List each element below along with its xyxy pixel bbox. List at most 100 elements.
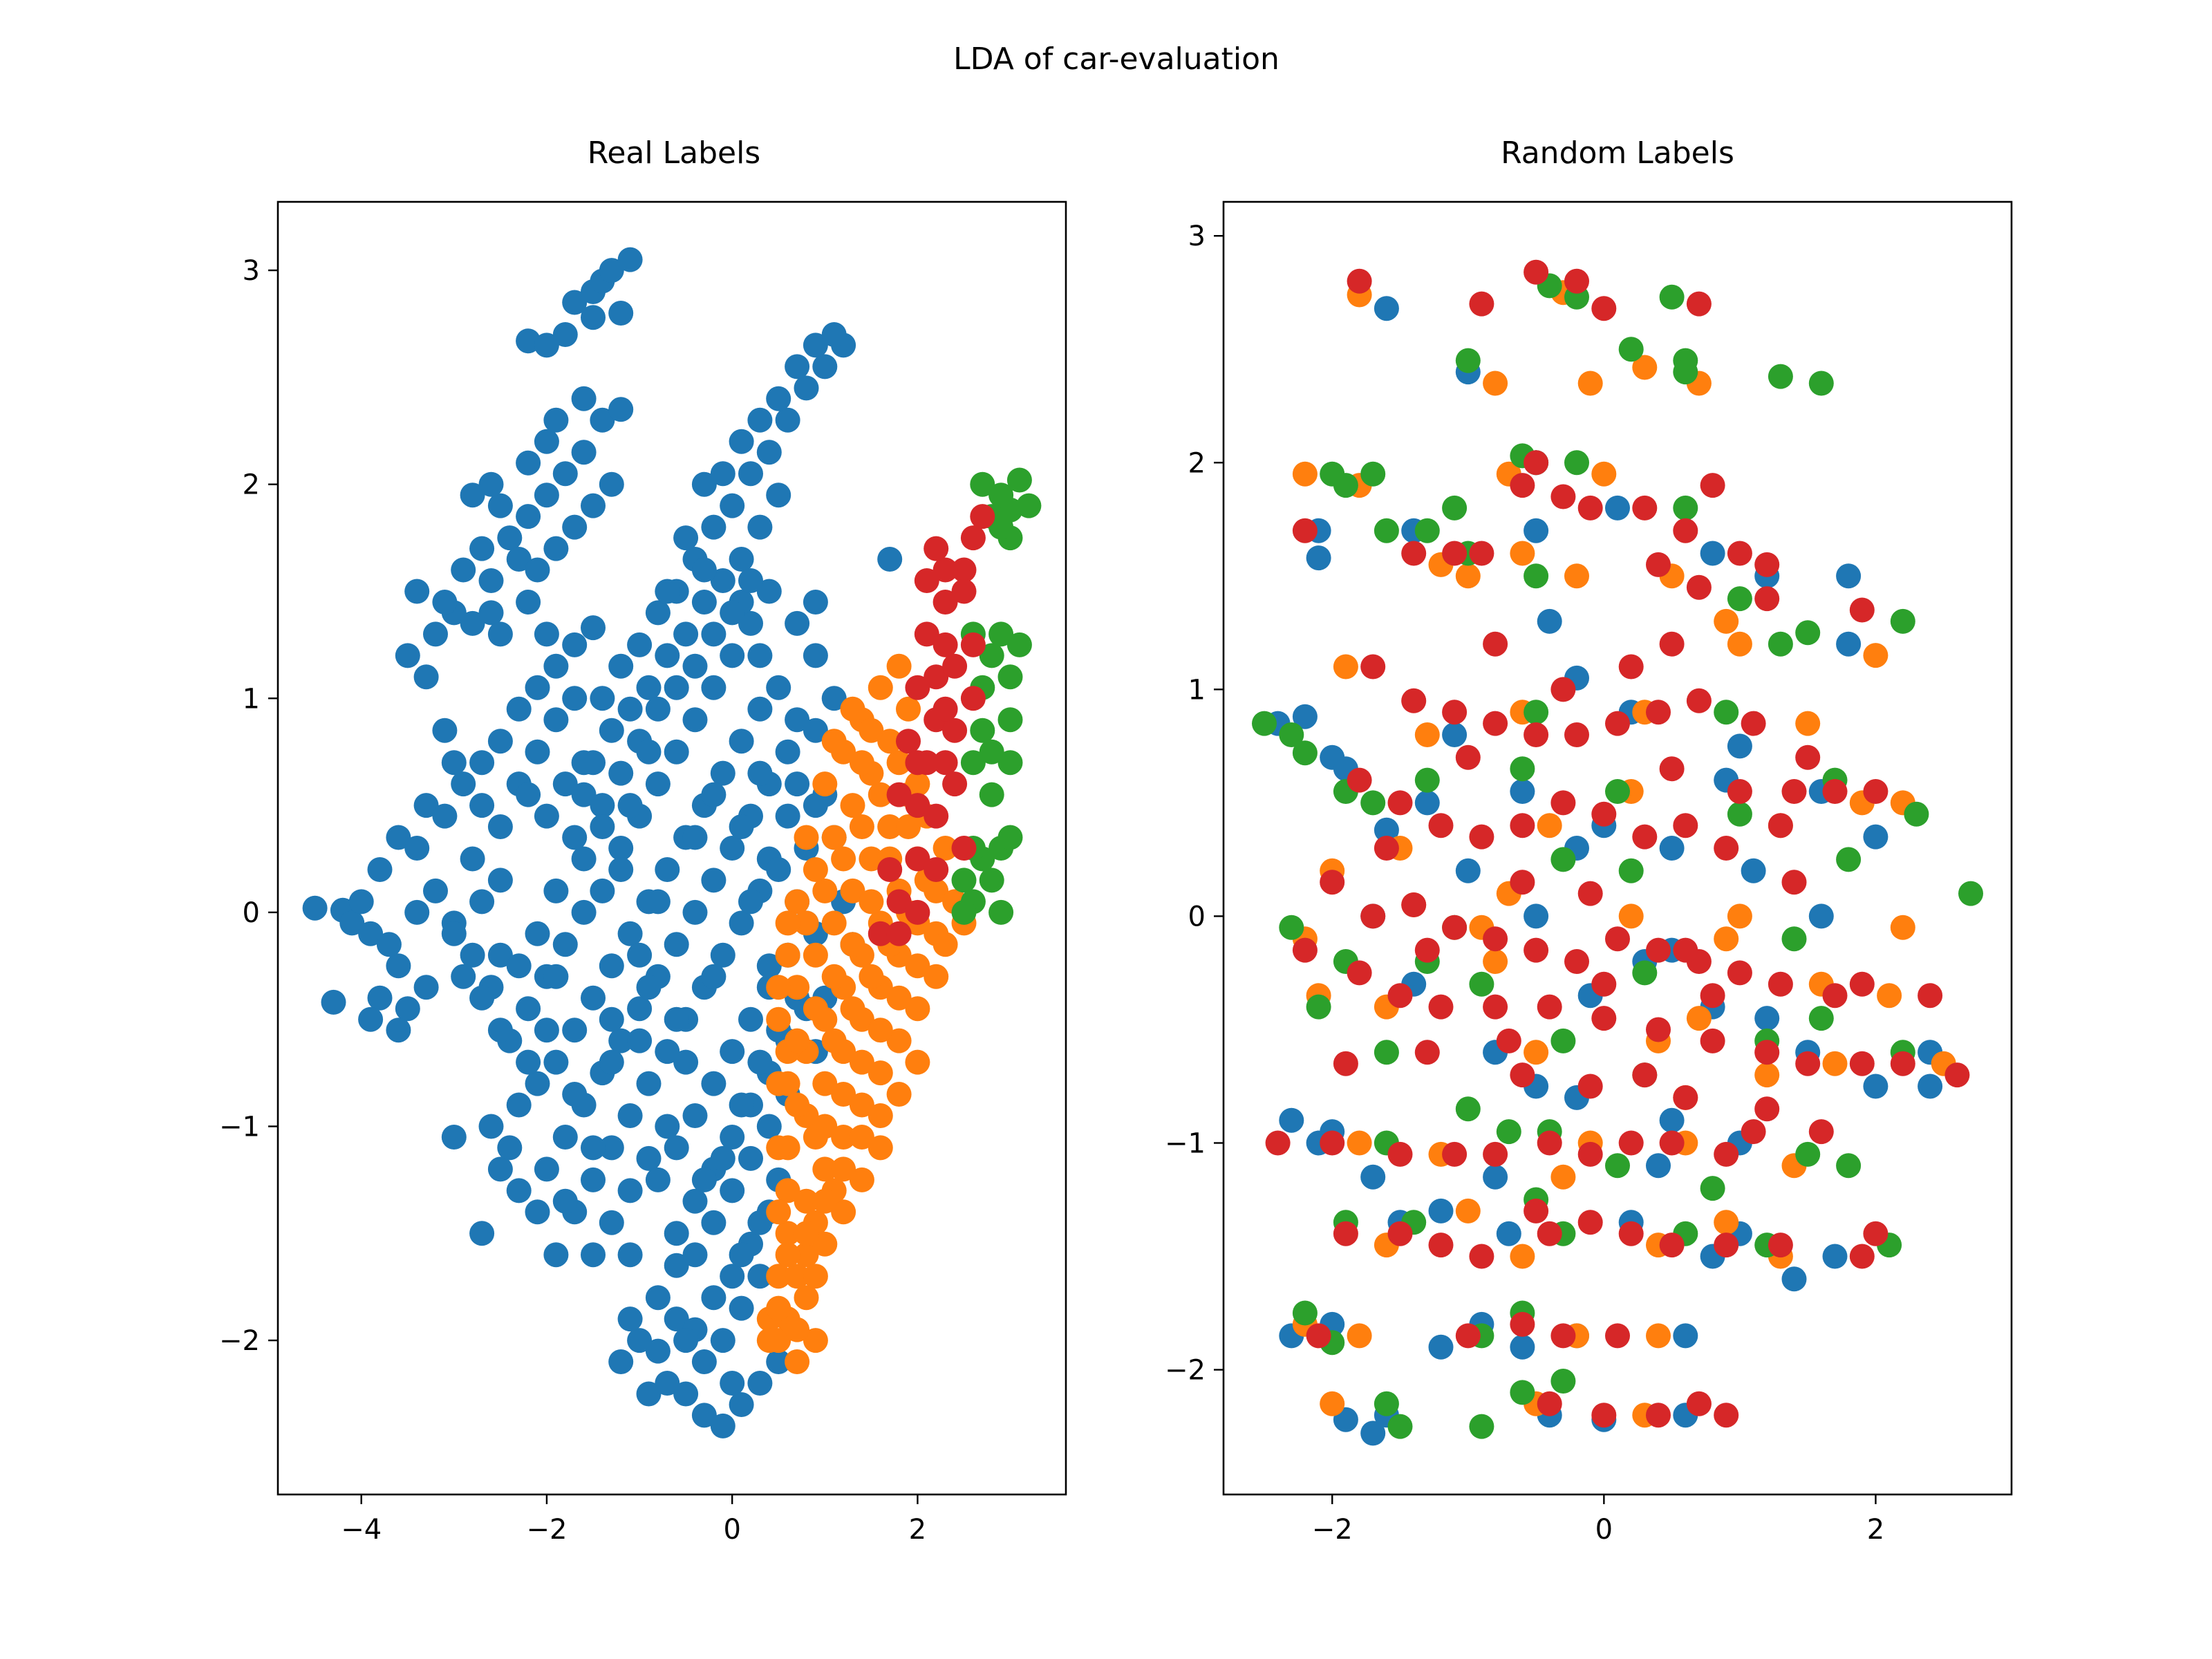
scatter-point: [849, 1092, 874, 1118]
scatter-point: [1849, 1051, 1875, 1076]
scatter-point: [701, 621, 727, 647]
scatter-point: [1428, 813, 1454, 838]
scatter-point: [617, 1103, 643, 1128]
scatter-point: [803, 332, 828, 358]
scatter-point: [1822, 779, 1848, 804]
scatter-point: [516, 996, 541, 1022]
scatter-point: [747, 1264, 773, 1289]
scatter-point: [1849, 597, 1875, 623]
scatter-point: [645, 889, 671, 915]
scatter-point: [1442, 722, 1468, 747]
scatter-point: [1564, 450, 1589, 476]
scatter-point: [302, 895, 328, 921]
scatter-point: [1483, 1141, 1508, 1167]
scatter-point: [1727, 541, 1752, 566]
scatter-point: [386, 953, 411, 979]
scatter-point: [673, 621, 699, 647]
scatter-point: [821, 322, 847, 347]
scatter-point: [562, 825, 588, 850]
scatter-point: [896, 696, 921, 722]
scatter-point: [543, 707, 569, 733]
scatter-point: [432, 590, 458, 615]
scatter-point: [970, 718, 995, 743]
scatter-point: [932, 632, 958, 657]
scatter-point: [951, 868, 977, 893]
scatter-point: [766, 386, 791, 411]
scatter-point: [655, 1039, 680, 1065]
scatter-point: [1550, 1369, 1576, 1394]
scatter-point: [905, 750, 930, 776]
scatter-point: [812, 878, 838, 903]
scatter-point: [997, 664, 1023, 690]
scatter-point: [1605, 1153, 1630, 1179]
scatter-point: [1387, 1414, 1413, 1439]
scatter-point: [997, 750, 1023, 776]
scatter-point: [1659, 756, 1685, 782]
scatter-point: [1673, 937, 1698, 963]
scatter-point: [1455, 1198, 1481, 1224]
scatter-point: [1659, 631, 1685, 657]
scatter-point: [1714, 926, 1739, 952]
scatter-point: [1360, 1164, 1386, 1190]
scatter-point: [1510, 1334, 1535, 1360]
scatter-point: [682, 707, 708, 733]
scatter-point: [1618, 337, 1644, 362]
scatter-point: [1714, 1232, 1739, 1258]
scatter-point: [1414, 790, 1440, 816]
scatter-point: [729, 1092, 754, 1118]
scatter-point: [1537, 1391, 1562, 1416]
scatter-point: [1510, 779, 1535, 804]
scatter-point: [932, 696, 958, 722]
scatter-point: [432, 803, 458, 829]
scatter-point: [701, 1285, 727, 1311]
scatter-point: [951, 899, 977, 925]
scatter-point: [664, 1221, 689, 1246]
scatter-point: [645, 771, 671, 797]
scatter-point: [581, 493, 606, 518]
scatter-point: [1808, 903, 1834, 929]
scatter-point: [831, 1082, 856, 1107]
scatter-point: [821, 729, 847, 754]
scatter-point: [886, 750, 912, 776]
x-tick-label: −2: [526, 1514, 567, 1546]
x-tick-label: 0: [1595, 1514, 1613, 1546]
scatter-point: [812, 354, 838, 379]
scatter-point: [1781, 926, 1807, 952]
scatter-point: [1673, 518, 1698, 543]
scatter-point: [812, 1231, 838, 1257]
scatter-point: [1958, 881, 1983, 906]
scatter-point: [1714, 700, 1739, 725]
scatter-point: [1496, 1221, 1521, 1246]
scatter-point: [1469, 291, 1494, 317]
real-labels-series-3: [951, 467, 1042, 925]
scatter-point: [766, 975, 791, 1000]
scatter-point: [1428, 1232, 1454, 1258]
scatter-point: [1483, 994, 1508, 1020]
scatter-point: [766, 482, 791, 508]
scatter-point: [1414, 767, 1440, 793]
scatter-point: [1292, 1300, 1318, 1326]
scatter-point: [1605, 495, 1630, 521]
scatter-point: [451, 557, 476, 583]
scatter-point: [1877, 983, 1902, 1009]
scatter-point: [1524, 450, 1549, 476]
scatter-point: [497, 1135, 523, 1161]
scatter-point: [1428, 1334, 1454, 1360]
scatter-point: [358, 921, 384, 946]
scatter-point: [932, 836, 958, 861]
scatter-point: [1387, 983, 1413, 1009]
x-tick-label: −2: [1312, 1514, 1353, 1546]
scatter-point: [840, 996, 865, 1022]
scatter-point: [1469, 541, 1494, 566]
scatter-point: [1646, 700, 1671, 725]
y-axis-random-labels: −2 −1 0 1 2 3: [1165, 221, 1224, 1387]
scatter-point: [571, 386, 597, 411]
scatter-point: [1455, 1096, 1481, 1122]
scatter-point: [1591, 971, 1617, 997]
scatter-point: [617, 1178, 643, 1203]
subplot-random-labels: Random Labels −2 0 2 −2 −1 0 1 2 3: [1165, 135, 2013, 1546]
scatter-point: [1918, 1074, 1943, 1099]
scatter-point: [1849, 971, 1875, 997]
scatter-point: [516, 590, 541, 615]
scatter-point: [905, 996, 930, 1022]
